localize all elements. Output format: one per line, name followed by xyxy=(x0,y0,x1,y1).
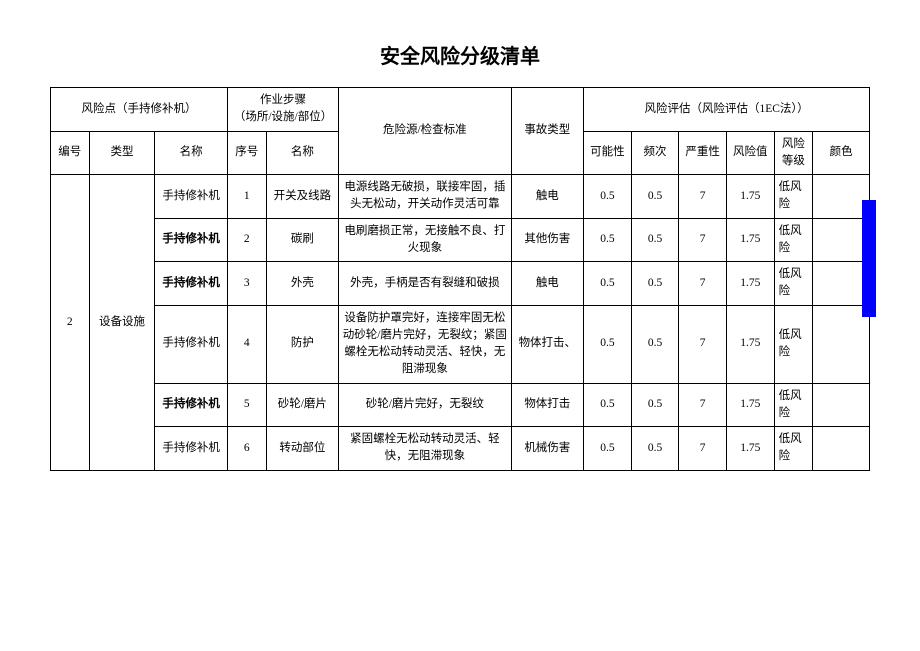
hdr-type: 类型 xyxy=(89,131,155,175)
hdr-risk-eval: 风险评估（风险评估（1EC法）） xyxy=(584,88,870,132)
table-row: 手持修补机6转动部位紧固螺栓无松动转动灵活、轻快，无阻滞现象机械伤害0.50.5… xyxy=(51,427,870,471)
table-body: 2设备设施手持修补机1开关及线路电源线路无破损，联接牢固，插头无松动，开关动作灵… xyxy=(51,175,870,471)
cell-severity: 7 xyxy=(679,305,727,383)
table-row: 手持修补机2碳刷电刷磨损正常，无接触不良、打火现象其他伤害0.50.571.75… xyxy=(51,218,870,262)
cell-value: 1.75 xyxy=(726,427,774,471)
cell-color xyxy=(813,427,870,471)
cell-color xyxy=(813,175,870,219)
cell-level: 低风险 xyxy=(774,175,813,219)
cell-level: 低风险 xyxy=(774,305,813,383)
cell-name: 手持修补机 xyxy=(155,427,228,471)
hdr-frequency: 频次 xyxy=(631,131,679,175)
table-row: 手持修补机5砂轮/磨片砂轮/磨片完好，无裂纹物体打击0.50.571.75低风险 xyxy=(51,383,870,427)
cell-name: 手持修补机 xyxy=(155,383,228,427)
page-title: 安全风险分级清单 xyxy=(50,40,870,69)
cell-accident: 物体打击 xyxy=(511,383,584,427)
hdr-seq: 序号 xyxy=(227,131,266,175)
hdr-hazard: 危险源/检查标准 xyxy=(339,88,511,175)
hdr-work-step: 作业步骤 （场所/设施/部位） xyxy=(227,88,338,132)
cell-step: 砂轮/磨片 xyxy=(266,383,339,427)
cell-frequency: 0.5 xyxy=(631,427,679,471)
cell-frequency: 0.5 xyxy=(631,383,679,427)
cell-accident: 触电 xyxy=(511,175,584,219)
cell-seq: 4 xyxy=(227,305,266,383)
hdr-name: 名称 xyxy=(155,131,228,175)
cell-name: 手持修补机 xyxy=(155,262,228,306)
cell-level: 低风险 xyxy=(774,383,813,427)
cell-seq: 5 xyxy=(227,383,266,427)
cell-hazard: 砂轮/磨片完好，无裂纹 xyxy=(339,383,511,427)
cell-step: 碳刷 xyxy=(266,218,339,262)
table-wrap: 风险点（手持修补机） 作业步骤 （场所/设施/部位） 危险源/检查标准 事故类型… xyxy=(50,87,870,471)
cell-hazard: 紧固螺栓无松动转动灵活、轻快，无阻滞现象 xyxy=(339,427,511,471)
cell-color xyxy=(813,218,870,262)
cell-seq: 1 xyxy=(227,175,266,219)
hdr-severity: 严重性 xyxy=(679,131,727,175)
cell-accident: 触电 xyxy=(511,262,584,306)
cell-frequency: 0.5 xyxy=(631,218,679,262)
hdr-risk-value: 风险值 xyxy=(726,131,774,175)
cell-level: 低风险 xyxy=(774,427,813,471)
table-row: 2设备设施手持修补机1开关及线路电源线路无破损，联接牢固，插头无松动，开关动作灵… xyxy=(51,175,870,219)
cell-name: 手持修补机 xyxy=(155,218,228,262)
hdr-accident: 事故类型 xyxy=(511,88,584,175)
cell-accident: 机械伤害 xyxy=(511,427,584,471)
cell-step: 转动部位 xyxy=(266,427,339,471)
hdr-color: 颜色 xyxy=(813,131,870,175)
cell-severity: 7 xyxy=(679,175,727,219)
hdr-step-name: 名称 xyxy=(266,131,339,175)
cell-severity: 7 xyxy=(679,383,727,427)
cell-color xyxy=(813,383,870,427)
cell-hazard: 电源线路无破损，联接牢固，插头无松动，开关动作灵活可靠 xyxy=(339,175,511,219)
cell-severity: 7 xyxy=(679,427,727,471)
cell-possibility: 0.5 xyxy=(584,305,632,383)
cell-step: 开关及线路 xyxy=(266,175,339,219)
cell-possibility: 0.5 xyxy=(584,175,632,219)
cell-value: 1.75 xyxy=(726,218,774,262)
cell-color xyxy=(813,305,870,383)
hdr-risk-point: 风险点（手持修补机） xyxy=(51,88,228,132)
cell-step: 外壳 xyxy=(266,262,339,306)
cell-seq: 6 xyxy=(227,427,266,471)
cell-type: 设备设施 xyxy=(89,175,155,471)
cell-hazard: 电刷磨损正常，无接触不良、打火现象 xyxy=(339,218,511,262)
cell-severity: 7 xyxy=(679,218,727,262)
cell-possibility: 0.5 xyxy=(584,383,632,427)
cell-seq: 2 xyxy=(227,218,266,262)
cell-frequency: 0.5 xyxy=(631,305,679,383)
cell-name: 手持修补机 xyxy=(155,305,228,383)
cell-possibility: 0.5 xyxy=(584,218,632,262)
cell-value: 1.75 xyxy=(726,175,774,219)
cell-value: 1.75 xyxy=(726,305,774,383)
risk-table: 风险点（手持修补机） 作业步骤 （场所/设施/部位） 危险源/检查标准 事故类型… xyxy=(50,87,870,471)
cell-accident: 物体打击、 xyxy=(511,305,584,383)
cell-possibility: 0.5 xyxy=(584,427,632,471)
cell-frequency: 0.5 xyxy=(631,175,679,219)
cell-level: 低风险 xyxy=(774,262,813,306)
color-bar xyxy=(862,200,876,317)
cell-frequency: 0.5 xyxy=(631,262,679,306)
cell-name: 手持修补机 xyxy=(155,175,228,219)
table-row: 手持修补机3外壳外壳，手柄是否有裂缝和破损触电0.50.571.75低风险 xyxy=(51,262,870,306)
hdr-risk-level: 风险 等级 xyxy=(774,131,813,175)
cell-color xyxy=(813,262,870,306)
table-row: 手持修补机4防护设备防护罩完好，连接牢固无松动砂轮/磨片完好，无裂纹；紧固螺栓无… xyxy=(51,305,870,383)
hdr-possibility: 可能性 xyxy=(584,131,632,175)
cell-level: 低风险 xyxy=(774,218,813,262)
cell-value: 1.75 xyxy=(726,262,774,306)
cell-value: 1.75 xyxy=(726,383,774,427)
cell-id: 2 xyxy=(51,175,90,471)
cell-step: 防护 xyxy=(266,305,339,383)
cell-accident: 其他伤害 xyxy=(511,218,584,262)
cell-seq: 3 xyxy=(227,262,266,306)
cell-hazard: 外壳，手柄是否有裂缝和破损 xyxy=(339,262,511,306)
cell-possibility: 0.5 xyxy=(584,262,632,306)
cell-severity: 7 xyxy=(679,262,727,306)
cell-hazard: 设备防护罩完好，连接牢固无松动砂轮/磨片完好，无裂纹；紧固螺栓无松动转动灵活、轻… xyxy=(339,305,511,383)
hdr-id: 编号 xyxy=(51,131,90,175)
